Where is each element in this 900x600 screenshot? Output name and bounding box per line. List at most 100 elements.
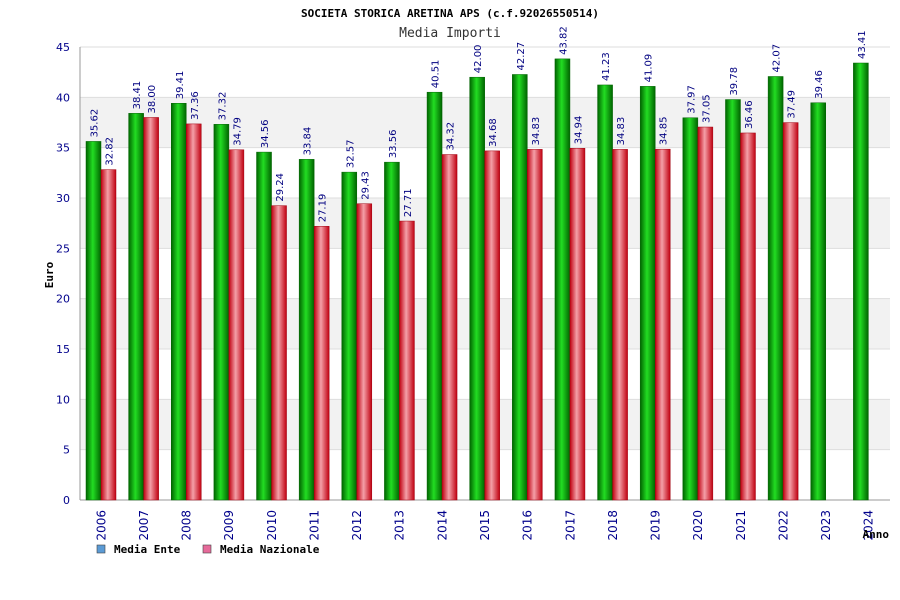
- legend: Media Ente Media Nazionale: [96, 543, 320, 556]
- x-tick-label: 2020: [691, 510, 705, 541]
- bar-media-ente: [597, 84, 613, 501]
- data-label: 37.49: [787, 90, 798, 119]
- data-label: 39.46: [814, 70, 825, 99]
- data-label: 37.36: [190, 91, 201, 120]
- bar-media-nazionale: [356, 203, 373, 501]
- y-tick-label: 35: [56, 142, 70, 155]
- bar-media-ente: [171, 103, 187, 501]
- x-tick-label: 2012: [350, 510, 364, 541]
- x-tick-label: 2006: [94, 510, 108, 541]
- x-tick-label: 2008: [180, 510, 194, 541]
- data-label: 27.71: [403, 188, 414, 217]
- bar-media-nazionale: [271, 205, 287, 501]
- legend-label: Media Nazionale: [220, 543, 320, 556]
- y-axis-ticks: 0 5 10 15 20 25 30 35 40 45: [56, 41, 70, 507]
- data-label: 39.41: [175, 71, 186, 100]
- y-tick-label: 15: [56, 343, 70, 356]
- data-label: 37.97: [686, 85, 697, 114]
- bar-media-ente: [554, 58, 571, 501]
- bar-media-nazionale: [484, 150, 500, 501]
- data-label: 36.46: [744, 100, 755, 129]
- data-label: 34.32: [446, 122, 457, 151]
- bar-media-nazionale: [399, 220, 415, 501]
- data-label: 38.00: [147, 85, 158, 114]
- x-tick-label: 2019: [649, 510, 663, 541]
- legend-swatch: [96, 544, 106, 554]
- bar-media-nazionale: [441, 154, 458, 501]
- data-label: 34.83: [531, 117, 542, 146]
- x-tick-label: 2023: [819, 510, 833, 541]
- bar-media-ente: [469, 76, 485, 501]
- x-tick-label: 2024: [862, 510, 876, 541]
- data-label: 37.32: [217, 92, 228, 121]
- bar-media-ente: [341, 171, 358, 501]
- data-label: 34.56: [260, 119, 271, 148]
- y-tick-label: 10: [56, 393, 70, 406]
- bar-media-ente: [128, 113, 144, 501]
- data-label: 40.51: [431, 60, 442, 89]
- x-tick-label: 2007: [137, 510, 151, 541]
- data-label: 34.68: [488, 118, 499, 147]
- bar-media-ente: [767, 76, 784, 501]
- data-label: 32.57: [345, 139, 356, 168]
- data-label: 39.78: [729, 67, 740, 96]
- data-label: 33.84: [303, 127, 314, 156]
- data-label: 42.27: [516, 42, 527, 71]
- bar-media-ente: [85, 141, 102, 501]
- data-label: 42.07: [772, 44, 783, 73]
- bar-media-ente: [384, 161, 400, 501]
- bar-media-ente: [256, 151, 272, 501]
- x-tick-label: 2011: [307, 510, 321, 541]
- x-tick-label: 2015: [478, 510, 492, 541]
- x-tick-label: 2022: [776, 510, 790, 541]
- x-tick-label: 2009: [222, 510, 236, 541]
- data-label: 32.82: [105, 137, 116, 166]
- bar-media-nazionale: [654, 148, 671, 501]
- x-tick-label: 2021: [734, 510, 748, 541]
- bar-media-nazionale: [100, 169, 117, 501]
- y-tick-label: 20: [56, 293, 70, 306]
- legend-label: Media Ente: [114, 543, 181, 556]
- bar-media-ente: [426, 91, 443, 501]
- data-labels: 35.62 32.82 38.41 38.00 39.41 37.36 37.32 34.79…: [90, 26, 868, 222]
- x-tick-label: 2013: [393, 510, 407, 541]
- y-tick-label: 25: [56, 242, 70, 255]
- bar-media-nazionale: [228, 149, 245, 501]
- bar-media-ente: [639, 86, 656, 501]
- data-label: 41.09: [644, 54, 655, 83]
- bar-media-ente: [853, 62, 869, 501]
- y-tick-label: 45: [56, 41, 70, 54]
- bar-media-nazionale: [186, 123, 202, 501]
- background-band: [80, 47, 890, 98]
- data-label: 29.24: [275, 173, 286, 202]
- data-label: 43.41: [857, 30, 868, 59]
- data-label: 33.56: [388, 130, 399, 159]
- x-axis-ticks: 2006 2007 2008 2009 2010 2011 2012 2013 2014 2015…: [94, 510, 875, 541]
- bar-media-nazionale: [782, 122, 799, 501]
- data-label: 34.83: [616, 117, 627, 146]
- bar-media-nazionale: [143, 117, 159, 501]
- data-label: 35.62: [90, 109, 101, 138]
- bar-media-nazionale: [313, 226, 330, 501]
- y-tick-label: 40: [56, 91, 70, 104]
- x-tick-label: 2010: [265, 510, 279, 541]
- bar-media-nazionale: [697, 126, 714, 501]
- x-tick-label: 2017: [563, 510, 577, 541]
- bar-media-ente: [512, 74, 528, 501]
- data-label: 34.79: [232, 117, 243, 146]
- data-label: 34.85: [659, 117, 670, 146]
- data-label: 43.82: [558, 26, 569, 55]
- chart-subtitle: Media Importi: [399, 26, 501, 41]
- y-tick-label: 0: [63, 494, 70, 507]
- bar-media-ente: [725, 99, 741, 501]
- legend-swatch: [202, 544, 212, 554]
- chart-title: SOCIETA STORICA ARETINA APS (c.f.9202655…: [301, 7, 599, 20]
- y-tick-label: 5: [63, 444, 70, 457]
- x-tick-label: 2014: [435, 510, 449, 541]
- data-label: 37.05: [701, 94, 712, 123]
- data-label: 29.43: [360, 171, 371, 200]
- x-tick-label: 2016: [521, 510, 535, 541]
- bars: [85, 58, 869, 501]
- data-label: 41.23: [601, 52, 612, 81]
